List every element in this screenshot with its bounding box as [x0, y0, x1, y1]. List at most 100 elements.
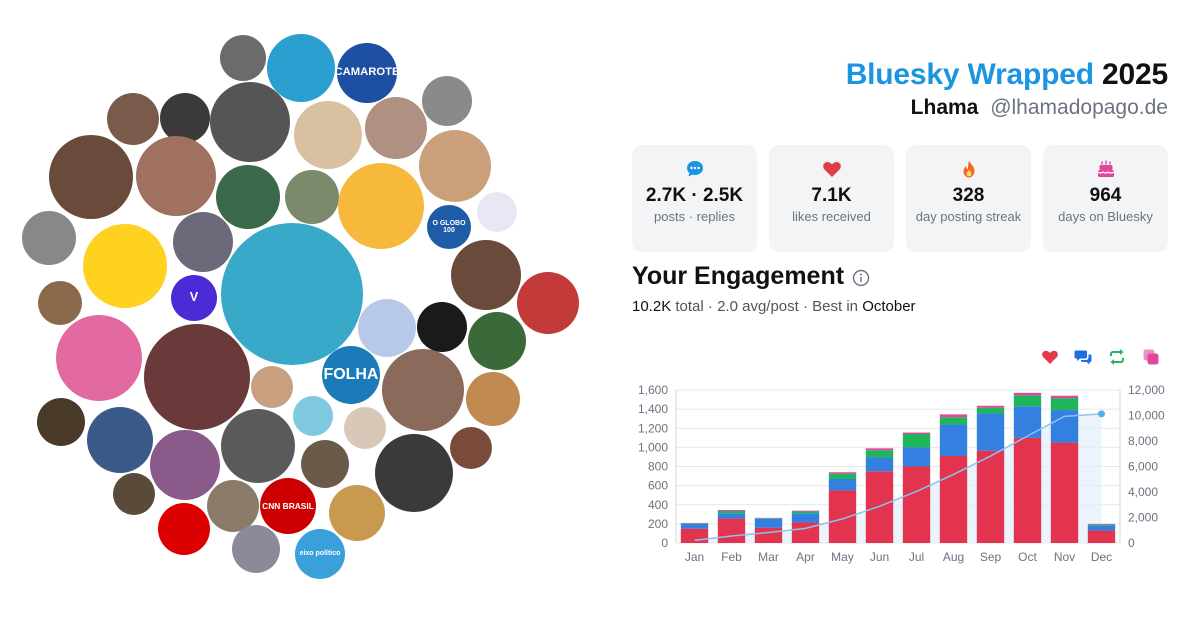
avatar[interactable]: V: [171, 275, 217, 321]
y-left-tick-label: 400: [648, 498, 668, 512]
avatar[interactable]: CAMAROTE: [337, 43, 397, 103]
avatar[interactable]: [451, 240, 521, 310]
avatar[interactable]: [301, 440, 349, 488]
bar-segment: [1050, 395, 1079, 399]
avatar[interactable]: [160, 93, 210, 143]
avatar[interactable]: [22, 211, 76, 265]
avatar[interactable]: [221, 223, 363, 365]
avatar[interactable]: [38, 281, 82, 325]
user-line: Lhama @lhamadopago.de: [846, 96, 1168, 120]
avatar-label: eixo político: [299, 550, 341, 558]
avatar[interactable]: [107, 93, 159, 145]
bar-segment: [791, 513, 820, 523]
bar-segment: [680, 528, 709, 543]
avatar[interactable]: [251, 366, 293, 408]
avatar[interactable]: [294, 101, 362, 169]
cake-icon: [1097, 160, 1115, 177]
avatar-label: FOLHA: [323, 365, 379, 383]
avatar[interactable]: [173, 212, 233, 272]
avatar[interactable]: [417, 302, 467, 352]
avatar[interactable]: [232, 525, 280, 573]
avatar[interactable]: [267, 34, 335, 102]
bar-segment: [828, 472, 857, 474]
x-tick-label: Aug: [943, 550, 964, 564]
avatar[interactable]: [49, 135, 133, 219]
bar-segment: [939, 424, 968, 456]
avatar[interactable]: [388, 245, 444, 301]
avatar[interactable]: [158, 503, 210, 555]
reply-bubbles-icon[interactable]: [1074, 348, 1092, 366]
avatar[interactable]: [83, 224, 167, 308]
stat-value-streak: 328: [952, 185, 985, 206]
avatar[interactable]: [56, 315, 142, 401]
avatar[interactable]: [37, 398, 85, 446]
bar-segment: [828, 473, 857, 479]
avatar[interactable]: [210, 82, 290, 162]
avatar[interactable]: [113, 473, 155, 515]
x-tick-label: Nov: [1054, 550, 1075, 564]
engagement-total-label: total: [675, 298, 704, 315]
avatar[interactable]: CNN BRASIL: [260, 478, 316, 534]
avatar[interactable]: [358, 299, 416, 357]
avatar[interactable]: [220, 35, 266, 81]
x-tick-label: Mar: [758, 550, 779, 564]
speech-bubble-icon: [687, 161, 703, 177]
heart-icon[interactable]: [1041, 348, 1059, 366]
avatar[interactable]: [477, 192, 517, 232]
info-icon[interactable]: [852, 269, 870, 287]
avatar[interactable]: [285, 170, 339, 224]
avatar[interactable]: [293, 396, 333, 436]
bar-segment: [976, 405, 1005, 408]
x-tick-label: Dec: [1091, 550, 1112, 564]
y-left-tick-label: 1,400: [638, 402, 668, 416]
stat-value-likes: 7.1K: [811, 185, 852, 206]
avatar[interactable]: [422, 76, 472, 126]
avatar[interactable]: [375, 434, 453, 512]
stat-value-posts: 2.7K · 2.5K: [645, 185, 744, 206]
bar-segment: [1050, 442, 1079, 543]
avatar[interactable]: [87, 407, 153, 473]
avatar[interactable]: eixo político: [295, 529, 345, 579]
bar-segment: [1087, 524, 1116, 526]
avatar[interactable]: [517, 272, 579, 334]
avatar[interactable]: [344, 407, 386, 449]
avatar[interactable]: [216, 165, 280, 229]
avatar[interactable]: [221, 409, 295, 483]
bar-segment: [791, 510, 820, 512]
bar-segment: [865, 450, 894, 458]
y-right-tick-label: 6,000: [1128, 460, 1158, 474]
avatar[interactable]: [382, 349, 464, 431]
bar-segment: [717, 518, 746, 543]
bar-segment: [1013, 395, 1042, 407]
avatar[interactable]: [450, 427, 492, 469]
avatar[interactable]: [329, 485, 385, 541]
avatar[interactable]: [365, 97, 427, 159]
x-tick-label: Apr: [796, 550, 815, 564]
y-right-tick-label: 2,000: [1128, 511, 1158, 525]
avatar[interactable]: FOLHA: [322, 346, 380, 404]
avatar[interactable]: [419, 130, 491, 202]
avatar[interactable]: [150, 430, 220, 500]
engagement-avg: 2.0 avg/post: [717, 298, 799, 315]
cumulative-end-point: [1098, 410, 1105, 418]
avatar[interactable]: [466, 372, 520, 426]
bar-segment: [1050, 398, 1079, 411]
avatar[interactable]: [207, 480, 259, 532]
x-tick-label: Jul: [909, 550, 924, 564]
y-right-tick-label: 0: [1128, 536, 1135, 550]
stats-row: 2.7K · 2.5K posts · replies 7.1K likes r…: [632, 145, 1168, 252]
avatar[interactable]: [338, 163, 424, 249]
avatar[interactable]: [136, 136, 216, 216]
bar-segment: [717, 513, 746, 519]
bar-segment: [754, 527, 783, 543]
bar-segment: [1013, 406, 1042, 438]
user-name: Lhama: [910, 96, 979, 119]
avatar[interactable]: [144, 324, 250, 430]
quote-icon[interactable]: [1142, 348, 1160, 366]
avatar[interactable]: O GLOBO 100: [427, 205, 471, 249]
cumulative-line: [694, 413, 1102, 542]
bar-segment: [1087, 525, 1116, 531]
avatar[interactable]: [468, 312, 526, 370]
bar-segment: [865, 471, 894, 543]
repost-icon[interactable]: [1108, 348, 1126, 366]
